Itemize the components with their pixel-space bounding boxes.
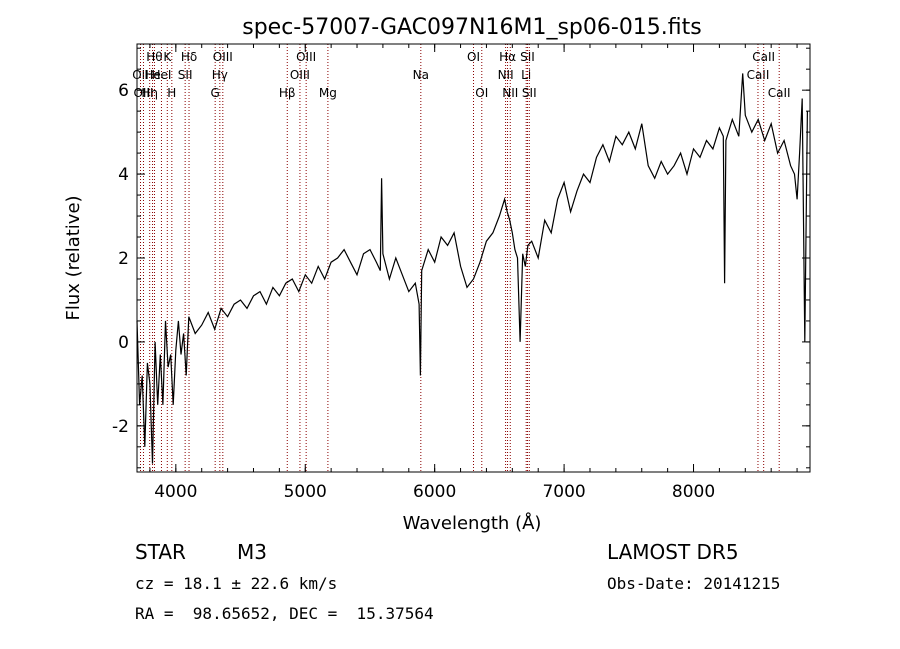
line-marker-label: OI <box>475 86 488 100</box>
y-tick-label: 4 <box>118 165 129 185</box>
observation-date: Obs-Date: 20141215 <box>607 574 781 593</box>
object-subclass: M3 <box>237 540 267 564</box>
y-tick-label: 0 <box>118 333 129 353</box>
spectral-line-markers: OIIOIIIHηHeHθHeIKHSIIHδGHγOIIIHβOIIIOIII… <box>132 44 791 472</box>
survey-name: LAMOST DR5 <box>607 540 739 564</box>
line-marker-label: Hθ <box>146 50 162 64</box>
x-tick-label: 7000 <box>542 482 585 502</box>
line-marker-label: SII <box>522 86 537 100</box>
line-marker-label: HeI <box>151 68 171 82</box>
spectrum-series <box>136 73 808 464</box>
y-tick-label: 2 <box>118 249 129 269</box>
chart-title: spec-57007-GAC097N16M1_sp06-015.fits <box>242 15 702 40</box>
line-marker-label: OIII <box>213 50 233 64</box>
line-marker-label: NII <box>502 86 518 100</box>
coordinates: RA = 98.65652, DEC = 15.37564 <box>135 604 434 623</box>
x-tick-label: 5000 <box>284 482 327 502</box>
x-axis-label: Wavelength (Å) <box>403 512 542 534</box>
line-marker-label: K <box>163 50 172 64</box>
line-marker-label: He <box>144 68 160 82</box>
axis-ticks: 4000 5000 6000 7000 8000 -2 0 2 4 6 <box>112 44 810 502</box>
line-marker-label: OII <box>132 68 149 82</box>
y-tick-label: 6 <box>118 81 129 101</box>
line-marker-label: SII <box>520 50 535 64</box>
spectrum-line <box>136 73 808 464</box>
x-tick-label: 4000 <box>154 482 197 502</box>
line-marker-label: Hα <box>499 50 516 64</box>
line-marker-label: OIII <box>133 86 153 100</box>
line-marker-label: CaII <box>768 86 791 100</box>
line-marker-label: Li <box>521 68 531 82</box>
x-tick-label: 8000 <box>672 482 715 502</box>
object-class: STAR <box>135 540 186 564</box>
line-marker-label: Na <box>413 68 429 82</box>
line-marker-label: CaII <box>752 50 775 64</box>
line-marker-label: G <box>211 86 220 100</box>
x-tick-label: 6000 <box>413 482 456 502</box>
line-marker-label: CaII <box>747 68 770 82</box>
line-marker-label: NII <box>498 68 514 82</box>
y-axis-label: Flux (relative) <box>63 195 84 320</box>
line-marker-label: Mg <box>319 86 337 100</box>
y-tick-label: -2 <box>112 417 129 437</box>
line-marker-label: H <box>167 86 176 100</box>
line-marker-label: Hβ <box>279 86 296 100</box>
line-marker-label: Hη <box>141 86 158 100</box>
line-marker-label: SII <box>178 68 193 82</box>
line-marker-label: Hγ <box>212 68 228 82</box>
redshift-velocity: cz = 18.1 ± 22.6 km/s <box>135 574 338 593</box>
line-marker-label: Hδ <box>181 50 197 64</box>
line-marker-label: OI <box>467 50 480 64</box>
line-marker-label: OIII <box>290 68 310 82</box>
line-marker-label: OIII <box>296 50 316 64</box>
